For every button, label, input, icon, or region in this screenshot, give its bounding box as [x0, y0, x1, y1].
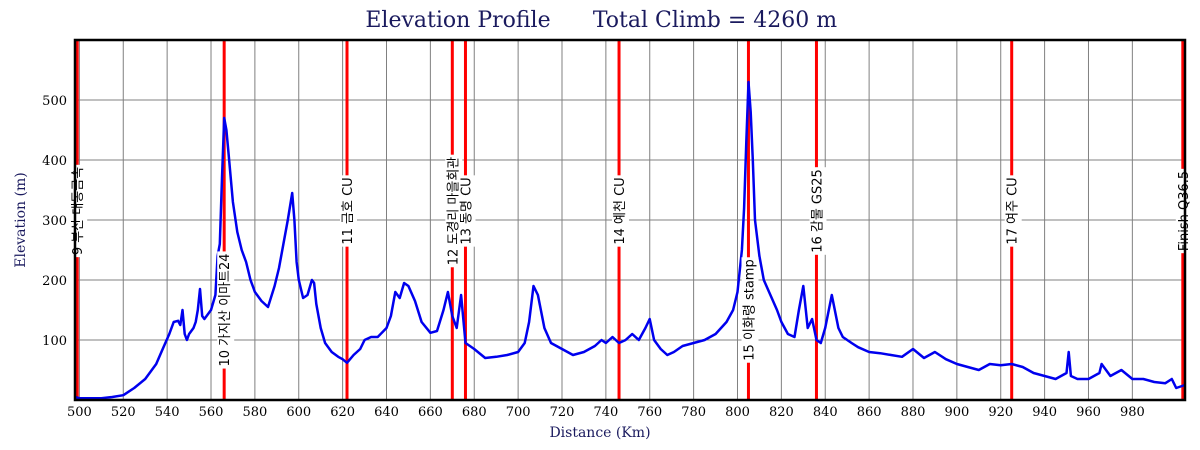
y-axis-label: Elevation (m) [13, 172, 29, 267]
y-tick-label: 100 [42, 334, 67, 349]
x-tick-label: 660 [418, 405, 443, 420]
x-tick-label: 860 [857, 405, 882, 420]
x-tick-label: 560 [199, 405, 224, 420]
checkpoint-label-text: 14 예천 CU [613, 177, 628, 244]
checkpoint-label-bg [741, 257, 759, 363]
y-tick-labels: 100 200 300 400 500 [42, 94, 67, 349]
checkpoint-label: 14 예천 CU [612, 175, 629, 247]
x-tick-label: 780 [681, 405, 706, 420]
checkpoint-labels: 9 부산 대동금속 10 가지산 이마트24 11 금호 CU 12 도경리 마을회관… [70, 154, 1193, 369]
grid [75, 40, 1185, 400]
x-tick-label: 740 [593, 405, 618, 420]
x-tick-label: 760 [637, 405, 662, 420]
x-tick-label: 820 [769, 405, 794, 420]
checkpoint-label-bg [458, 175, 476, 247]
checkpoint-label: 15 이화령 stamp [741, 257, 759, 363]
x-tick-label: 940 [1032, 405, 1057, 420]
checkpoint-label: 11 금호 CU [340, 175, 357, 247]
x-tick-label: 540 [155, 405, 180, 420]
plot-frame [73, 38, 1187, 402]
checkpoint-label-bg [809, 167, 827, 255]
checkpoint-label-text: 13 동명 CU [460, 177, 475, 244]
y-tick-label: 200 [42, 274, 67, 289]
elevation-series-line [74, 80, 1186, 400]
x-tick-label: 800 [725, 405, 750, 420]
checkpoint-label: 10 가지산 이마트24 [217, 251, 235, 369]
series-layer [74, 80, 1186, 400]
checkpoint-label-bg [445, 154, 463, 268]
x-tick-label: 980 [1120, 405, 1145, 420]
x-tick-label: 620 [330, 405, 355, 420]
checkpoint-label-text: 10 가지산 이마트24 [218, 253, 233, 366]
x-tick-label: 960 [1076, 405, 1101, 420]
x-tick-label: 520 [111, 405, 136, 420]
checkpoint-label: 17 여주 CU [1004, 175, 1022, 247]
x-tick-label: 720 [550, 405, 575, 420]
checkpoint-label: 9 부산 대동금속 [70, 164, 88, 258]
x-tick-label: 900 [944, 405, 969, 420]
x-tick-label: 580 [242, 405, 267, 420]
checkpoint-label: 16 감물 GS25 [809, 167, 827, 255]
checkpoint-label-text: 9 부산 대동금속 [71, 167, 86, 255]
checkpoint-label-text: 12 도경리 마을회관 [446, 157, 461, 266]
x-tick-label: 680 [462, 405, 487, 420]
y-tick-label: 300 [42, 214, 67, 229]
x-tick-label: 840 [813, 405, 838, 420]
checkpoint-label-text: 11 금호 CU [341, 177, 356, 244]
checkpoint-label: 13 동명 CU [458, 175, 476, 247]
y-tick-label: 400 [42, 154, 67, 169]
x-tick-labels: 500 520 540 560 580 600 620 640 660 680 700 720 740 7… [67, 405, 1145, 420]
checkpoint-label-bg [612, 175, 629, 247]
checkpoint-label-bg [217, 251, 235, 369]
x-tick-label: 500 [67, 405, 92, 420]
checkpoint-label-bg [1004, 175, 1022, 247]
checkpoint-label-text: 15 이화령 stamp [743, 259, 758, 360]
x-tick-label: 600 [286, 405, 311, 420]
chart-title: Elevation Profile [365, 8, 550, 33]
x-tick-label: 700 [506, 405, 531, 420]
x-tick-label: 640 [374, 405, 399, 420]
x-tick-label: 880 [901, 405, 926, 420]
checkpoint-label-text: 17 여주 CU [1006, 177, 1021, 244]
checkpoint-label-bg [340, 175, 357, 247]
checkpoint-label-text: 16 감물 GS25 [811, 169, 826, 253]
x-axis-label: Distance (Km) [549, 425, 650, 441]
chart-subtitle: Total Climb = 4260 m [593, 8, 837, 33]
checkpoint-label: 12 도경리 마을회관 [445, 154, 463, 268]
y-tick-label: 500 [42, 94, 67, 109]
x-tick-label: 920 [988, 405, 1013, 420]
